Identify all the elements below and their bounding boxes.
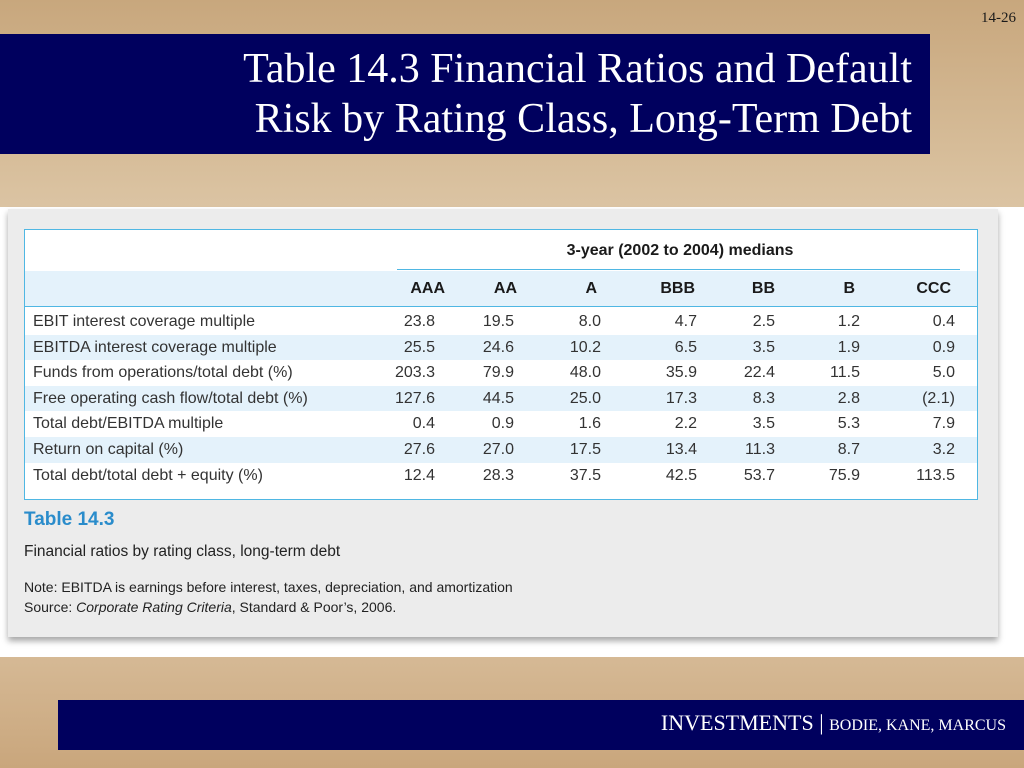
column-header-bbb: BBB (660, 280, 695, 297)
footer-bar: INVESTMENTS | BODIE, KANE, MARCUS (58, 700, 1024, 750)
slide-title: Table 14.3 Financial Ratios and Default … (0, 34, 930, 154)
cell-a: 8.0 (578, 313, 601, 330)
table-row: Total debt/EBITDA multiple 0.4 0.9 1.6 2.2 3.… (25, 411, 977, 437)
cell-a: 48.0 (569, 364, 601, 382)
column-header-bb: BB (751, 280, 775, 297)
cell-b: 8.7 (837, 441, 860, 458)
column-header-a: A (585, 280, 597, 297)
cell-bb: 53.7 (743, 466, 775, 484)
cell-bb: 22.4 (743, 364, 775, 382)
cell-b: 11.5 (830, 364, 860, 382)
cell-aaa: 27.6 (403, 441, 435, 458)
footer-book-title: INVESTMENTS (660, 710, 814, 735)
cell-bbb: 4.7 (674, 313, 697, 330)
cell-a: 17.5 (569, 441, 601, 458)
cell-aa: 44.5 (482, 389, 514, 407)
cell-aa: 27.0 (482, 441, 514, 458)
cell-b: 75.9 (828, 466, 860, 484)
cell-a: 25.0 (569, 389, 601, 407)
table-panel: 3-year (2002 to 2004) medians AAA AA A B… (0, 207, 1024, 657)
table-row: Return on capital (%) 27.6 27.0 17.5 13.4 11.… (25, 437, 977, 463)
cell-b: 1.9 (837, 338, 860, 356)
column-header-b: B (843, 280, 855, 297)
cell-ccc: 113.5 (916, 466, 955, 484)
column-header-aaa: AAA (410, 280, 445, 297)
footer-authors: BODIE, KANE, MARCUS (829, 717, 1006, 734)
table-row: EBIT interest coverage multiple 23.8 19.5 8… (25, 309, 977, 335)
table-figure: 3-year (2002 to 2004) medians AAA AA A B… (8, 209, 998, 637)
source-suffix: , Standard & Poor’s, 2006. (231, 599, 397, 615)
cell-aa: 0.9 (491, 415, 514, 433)
cell-aaa: 0.4 (412, 415, 435, 433)
source-prefix: Source: (24, 599, 77, 615)
cell-ccc: 3.2 (932, 441, 955, 458)
cell-bbb: 2.2 (674, 415, 697, 433)
cell-bb: 3.5 (752, 338, 775, 356)
header-rule (397, 269, 960, 270)
row-label: Funds from operations/total debt (%) (33, 364, 293, 382)
table-row: EBITDA interest coverage multiple 25.5 24.… (25, 334, 977, 361)
cell-aa: 24.6 (482, 338, 514, 356)
cell-aaa: 23.8 (403, 313, 435, 330)
cell-bb: 3.5 (752, 415, 775, 433)
column-header-aa: AA (493, 280, 517, 297)
caption-subtitle: Financial ratios by rating class, long-t… (24, 543, 341, 560)
cell-b: 5.3 (837, 415, 860, 433)
cell-aaa: 127.6 (394, 389, 435, 407)
cell-ccc: 7.9 (932, 415, 955, 433)
cell-bbb: 17.3 (665, 389, 697, 407)
cell-bbb: 42.5 (665, 466, 697, 484)
row-label: Total debt/total debt + equity (%) (33, 466, 263, 484)
source-title: Corporate Rating Criteria (76, 599, 232, 615)
title-line-1: Table 14.3 Financial Ratios and Default (243, 46, 912, 92)
page-number: 14-26 (981, 10, 1016, 26)
table-row: Funds from operations/total debt (%) 203.… (25, 360, 977, 386)
cell-aa: 19.5 (482, 313, 514, 330)
table-source: Source: Corporate Rating Criteria, Stand… (24, 599, 396, 615)
cell-b: 1.2 (837, 313, 860, 330)
cell-ccc: 0.9 (932, 338, 955, 356)
cell-a: 10.2 (569, 338, 601, 356)
table-note: Note: EBITDA is earnings before interest… (24, 579, 513, 595)
footer-text: INVESTMENTS | BODIE, KANE, MARCUS (661, 710, 1006, 736)
cell-aaa: 203.3 (394, 364, 435, 382)
cell-ccc: 0.4 (932, 313, 955, 330)
medians-header: 3-year (2002 to 2004) medians (566, 242, 794, 259)
row-label: Return on capital (%) (33, 441, 184, 458)
cell-ccc: 5.0 (932, 364, 955, 382)
cell-bbb: 35.9 (665, 364, 697, 382)
table-row: Total debt/total debt + equity (%) 12.4 28… (25, 463, 977, 489)
title-line-2: Risk by Rating Class, Long-Term Debt (254, 96, 912, 142)
cell-aa: 79.9 (482, 364, 514, 382)
cell-a: 37.5 (569, 466, 601, 484)
cell-b: 2.8 (837, 389, 860, 407)
cell-bbb: 13.4 (665, 441, 697, 458)
caption-title: Table 14.3 (24, 509, 115, 530)
cell-aa: 28.3 (482, 466, 514, 484)
cell-ccc: (2.1) (922, 389, 955, 407)
cell-bb: 2.5 (752, 313, 775, 330)
column-header-ccc: CCC (916, 280, 951, 297)
ratios-table: 3-year (2002 to 2004) medians AAA AA A B… (24, 229, 978, 500)
cell-a: 1.6 (578, 415, 601, 433)
table-group-header: 3-year (2002 to 2004) medians (25, 230, 977, 270)
table-row: Free operating cash flow/total debt (%) 1… (25, 385, 977, 412)
row-label: Free operating cash flow/total debt (%) (33, 389, 308, 407)
column-header-row: AAA AA A BBB BB B CCC (25, 271, 977, 307)
cell-bb: 11.3 (745, 441, 775, 458)
row-label: EBITDA interest coverage multiple (33, 338, 277, 356)
row-label: EBIT interest coverage multiple (33, 313, 256, 330)
cell-bbb: 6.5 (674, 338, 697, 356)
cell-bb: 8.3 (752, 389, 775, 407)
cell-aaa: 12.4 (403, 466, 435, 484)
row-label: Total debt/EBITDA multiple (33, 415, 224, 433)
footer-separator: | (813, 710, 830, 735)
cell-aaa: 25.5 (403, 338, 435, 356)
